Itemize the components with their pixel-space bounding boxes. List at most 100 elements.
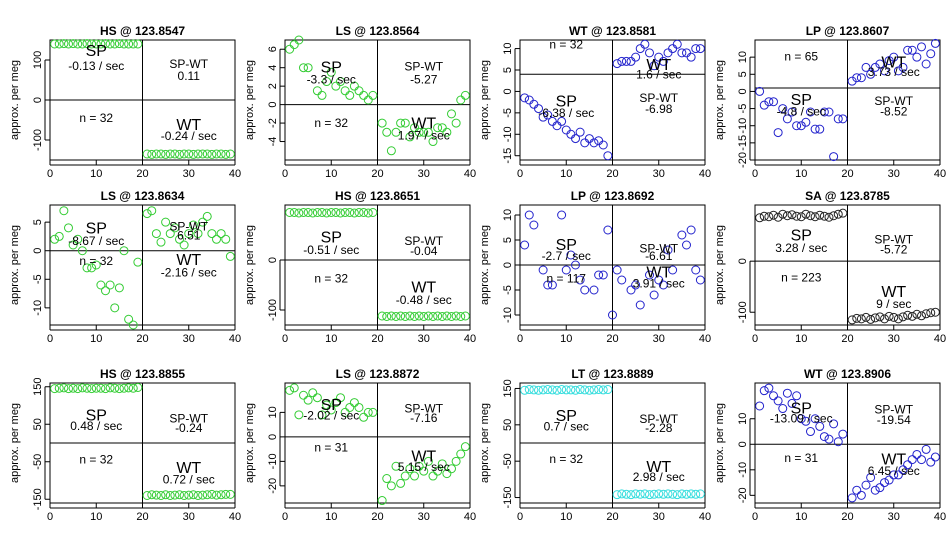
- data-point: [101, 39, 110, 49]
- x-tick-label: 20: [606, 168, 618, 180]
- data-point: [529, 385, 539, 395]
- data-point: [289, 208, 299, 217]
- data-point: [824, 107, 834, 117]
- data-point: [773, 396, 783, 406]
- n-count-label: n = 31: [314, 441, 348, 455]
- n-count-label: n = 117: [547, 272, 587, 286]
- sp-wt-value: -0.04: [410, 244, 438, 258]
- data-point: [759, 100, 769, 110]
- data-point: [907, 311, 917, 321]
- data-point: [170, 223, 180, 233]
- sp-label: SP: [791, 228, 812, 245]
- data-point: [294, 410, 304, 420]
- wt-label: WT: [881, 452, 906, 469]
- data-point: [207, 229, 217, 239]
- wt-rate-label: 2.98 / sec: [633, 470, 685, 484]
- data-point: [870, 313, 880, 323]
- data-point: [543, 385, 553, 395]
- chart-panel-5: LS @ 123.8634 approx. per meg 0 10 20 30 40 -10…: [9, 189, 241, 345]
- data-point: [801, 209, 811, 219]
- data-point: [50, 39, 60, 49]
- data-point: [930, 452, 940, 462]
- data-point: [405, 311, 415, 321]
- chart-panel-4: LP @ 123.8607 approx. per meg 0 10 20 30 40 -20…: [714, 24, 946, 180]
- x-tick-label: 10: [90, 511, 102, 523]
- data-point: [212, 234, 221, 244]
- data-point: [617, 56, 627, 66]
- data-point: [691, 265, 701, 275]
- data-point: [212, 490, 221, 500]
- data-point: [856, 490, 866, 500]
- data-point: [782, 114, 792, 124]
- data-point: [396, 478, 406, 488]
- data-point: [552, 121, 562, 131]
- data-point: [631, 489, 641, 499]
- data-point: [898, 465, 908, 475]
- data-point: [156, 237, 166, 247]
- x-tick-label: 10: [325, 333, 337, 345]
- x-tick-label: 10: [90, 168, 102, 180]
- data-point: [792, 121, 802, 131]
- data-point: [543, 280, 553, 290]
- data-point: [221, 149, 231, 159]
- data-point: [414, 311, 424, 321]
- data-point: [686, 489, 696, 499]
- y-axis-label: approx. per meg: [714, 225, 726, 305]
- data-point: [884, 56, 894, 66]
- data-point: [819, 107, 829, 117]
- data-point: [921, 59, 931, 69]
- data-point: [156, 491, 166, 500]
- wt-rate-label: 1.97 / sec: [398, 129, 450, 143]
- data-point: [695, 44, 705, 54]
- n-count-label: n = 32: [79, 254, 113, 268]
- data-point: [188, 220, 198, 230]
- data-point: [529, 220, 539, 230]
- y-axis-label: approx. per meg: [244, 60, 256, 140]
- data-point: [184, 490, 194, 500]
- data-point: [764, 97, 774, 107]
- x-tick-label: 20: [136, 333, 148, 345]
- y-tick-label: 4: [267, 65, 279, 71]
- data-point: [64, 384, 73, 394]
- data-point: [824, 212, 834, 222]
- data-point: [626, 285, 636, 295]
- data-point: [68, 39, 78, 49]
- data-point: [68, 240, 78, 250]
- sp-rate-label: -6.38 / sec: [538, 106, 594, 120]
- data-point: [202, 149, 212, 159]
- x-tick-label: 40: [229, 333, 241, 345]
- data-point: [165, 491, 175, 500]
- data-point: [124, 39, 134, 49]
- y-axis-label: approx. per meg: [244, 403, 256, 483]
- n-count-label: n = 65: [784, 50, 818, 64]
- data-point: [54, 39, 64, 49]
- data-point: [193, 491, 203, 500]
- data-point: [930, 38, 940, 48]
- x-tick-label: 40: [699, 168, 711, 180]
- sp-wt-value: -6.98: [645, 102, 673, 116]
- chart-title: LS @ 123.8872: [336, 367, 420, 381]
- n-count-label: n = 32: [79, 111, 113, 125]
- y-tick-label: -10: [502, 126, 514, 142]
- data-point: [668, 265, 678, 275]
- data-point: [598, 140, 608, 150]
- data-point: [133, 383, 143, 392]
- x-tick-label: 0: [752, 168, 758, 180]
- x-tick-label: 10: [795, 168, 807, 180]
- data-point: [87, 263, 97, 273]
- y-tick-label: 0: [737, 441, 749, 447]
- data-point: [54, 383, 64, 393]
- data-point: [617, 489, 627, 499]
- data-point: [829, 152, 839, 162]
- data-point: [833, 209, 843, 219]
- data-point: [645, 270, 654, 280]
- wt-label: WT: [176, 117, 201, 134]
- data-point: [170, 490, 180, 500]
- data-point: [898, 62, 908, 72]
- data-point: [442, 311, 452, 321]
- chart-panel-11: LT @ 123.8889 approx. per meg 0 10 20 30 40 -15…: [479, 367, 711, 523]
- data-point: [221, 234, 231, 244]
- data-point: [589, 138, 599, 148]
- data-point: [819, 432, 829, 442]
- x-tick-label: 30: [653, 511, 665, 523]
